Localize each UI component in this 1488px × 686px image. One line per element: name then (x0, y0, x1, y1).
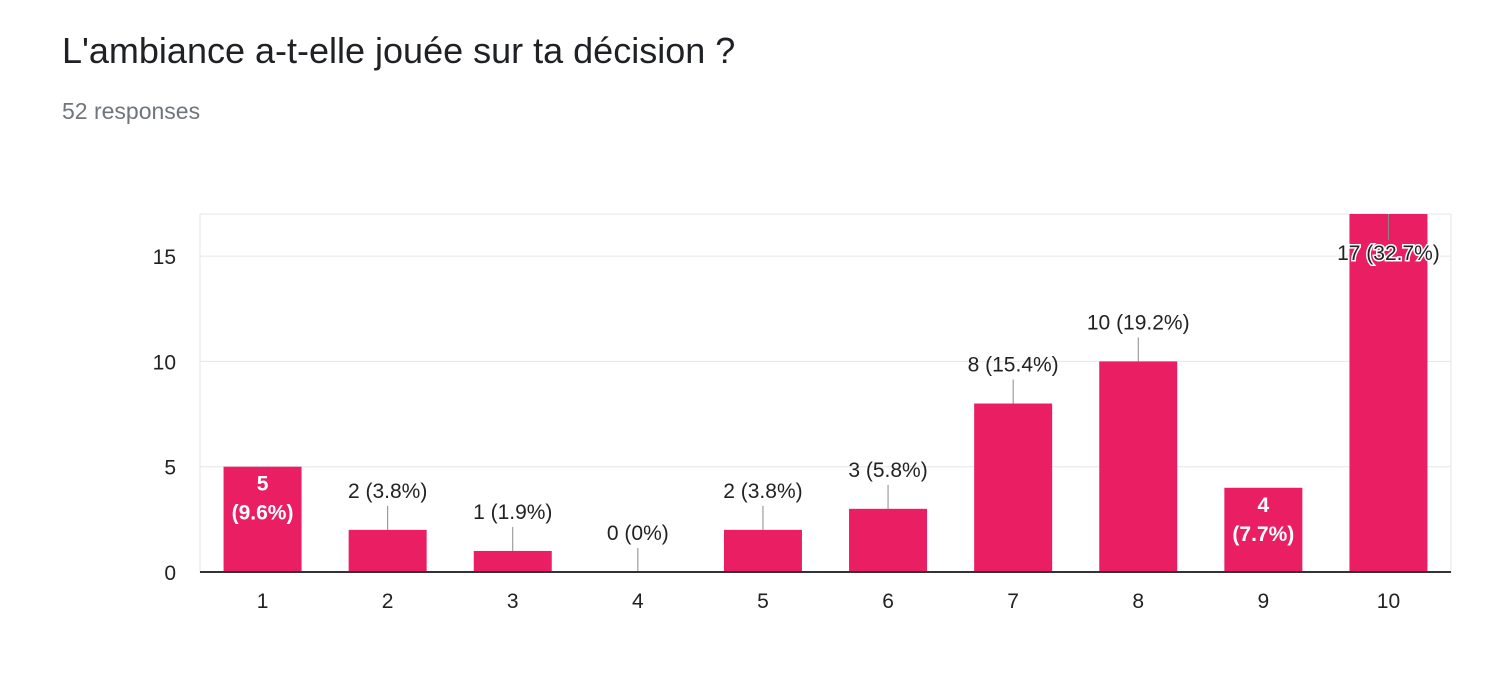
data-label: 5 (257, 473, 269, 496)
data-label: 0 (0%) (607, 522, 669, 545)
bar (223, 466, 302, 572)
data-label: 1 (1.9%) (473, 501, 552, 524)
data-label: 8 (15.4%) (968, 354, 1059, 377)
bar (1349, 214, 1428, 572)
x-tick-label: 2 (382, 590, 394, 613)
response-count: 52 responses (62, 98, 201, 124)
x-tick-label: 8 (1132, 590, 1144, 613)
data-label: 10 (19.2%) (1087, 311, 1190, 334)
x-tick-label: 1 (257, 590, 269, 613)
bar (849, 508, 928, 572)
y-tick-label: 5 (164, 457, 176, 480)
data-label: 2 (3.8%) (348, 480, 427, 503)
x-tick-label: 6 (882, 590, 894, 613)
x-tick-label: 7 (1007, 590, 1019, 613)
bar (723, 529, 802, 572)
data-label: 2 (3.8%) (723, 480, 802, 503)
bar (473, 550, 552, 572)
data-label: 3 (5.8%) (848, 459, 927, 482)
x-tick-label: 9 (1258, 590, 1270, 613)
y-tick-label: 15 (153, 246, 176, 269)
chart-title: L'ambiance a-t-elle jouée sur ta décisio… (62, 30, 736, 71)
bar (974, 403, 1053, 572)
bar (348, 529, 427, 572)
x-tick-label: 5 (757, 590, 769, 613)
data-label: 17 (32.7%) (1337, 242, 1440, 265)
x-tick-label: 3 (507, 590, 519, 613)
data-label: (7.7%) (1232, 523, 1294, 546)
bar (1224, 487, 1303, 572)
data-label: (9.6%) (232, 502, 294, 525)
y-tick-label: 0 (164, 562, 176, 585)
x-tick-label: 10 (1377, 590, 1400, 613)
bar (1099, 361, 1178, 572)
x-tick-label: 4 (632, 590, 644, 613)
data-label: 4 (1258, 494, 1270, 517)
y-tick-label: 10 (153, 351, 176, 374)
